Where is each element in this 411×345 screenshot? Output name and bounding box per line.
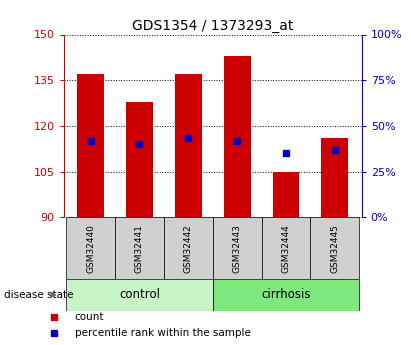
Bar bbox=[224, 56, 251, 217]
Text: GSM32441: GSM32441 bbox=[135, 224, 144, 273]
Bar bbox=[261, 217, 310, 279]
Bar bbox=[66, 217, 115, 279]
Bar bbox=[310, 217, 359, 279]
Text: control: control bbox=[119, 288, 160, 302]
Bar bbox=[213, 279, 359, 311]
Text: percentile rank within the sample: percentile rank within the sample bbox=[75, 328, 250, 338]
Bar bbox=[77, 74, 104, 217]
Bar bbox=[66, 279, 213, 311]
Bar bbox=[126, 101, 153, 217]
Text: GSM32442: GSM32442 bbox=[184, 224, 193, 273]
Text: GSM32445: GSM32445 bbox=[330, 224, 339, 273]
Bar bbox=[213, 217, 261, 279]
Bar bbox=[272, 172, 299, 217]
Bar bbox=[164, 217, 213, 279]
Text: GSM32443: GSM32443 bbox=[233, 224, 242, 273]
Text: GSM32440: GSM32440 bbox=[86, 224, 95, 273]
Bar bbox=[115, 217, 164, 279]
Text: cirrhosis: cirrhosis bbox=[261, 288, 311, 302]
Text: count: count bbox=[75, 312, 104, 322]
Text: disease state: disease state bbox=[4, 290, 74, 300]
Title: GDS1354 / 1373293_at: GDS1354 / 1373293_at bbox=[132, 19, 293, 33]
Text: GSM32444: GSM32444 bbox=[282, 224, 291, 273]
Bar bbox=[175, 74, 202, 217]
Bar bbox=[321, 138, 348, 217]
